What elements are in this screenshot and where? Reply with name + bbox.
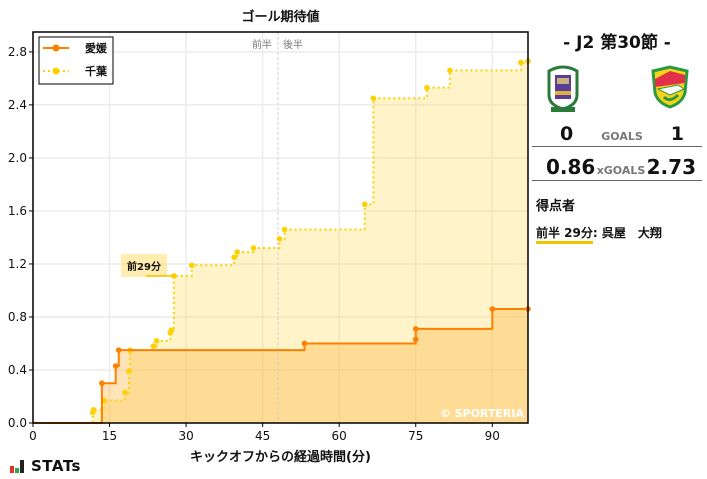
- x-tick-label: 60: [332, 429, 347, 443]
- y-tick-label: 2.4: [8, 98, 27, 112]
- data-point: [361, 201, 368, 208]
- legend-marker: [52, 67, 60, 75]
- match-summary-panel: - J2 第30節 - 0 GOALS 1 0.86 xGOALS 2.73 得…: [532, 26, 702, 244]
- annotation-box: [121, 254, 167, 277]
- x-tick-label: 30: [178, 429, 193, 443]
- chart-title: ゴール期待値: [241, 9, 319, 25]
- scorers-title: 得点者: [536, 199, 576, 214]
- scorer-item: 前半 29分: 呉屋 大翔: [536, 224, 702, 244]
- y-tick-label: 1.6: [8, 204, 27, 218]
- legend-label: 愛媛: [85, 41, 108, 55]
- scorer-time: 前半 29分: [536, 226, 593, 244]
- data-point: [276, 235, 283, 242]
- goals-row: 0 GOALS 1: [532, 123, 702, 147]
- data-point: [518, 59, 524, 66]
- series-line: [33, 61, 529, 424]
- legend-label: 千葉: [85, 64, 108, 78]
- data-point: [90, 406, 97, 413]
- y-tick-label: 1.2: [8, 257, 27, 271]
- data-point: [424, 84, 430, 91]
- series-fill: [33, 309, 528, 423]
- data-point: [168, 327, 175, 334]
- data-point: [412, 336, 419, 343]
- data-point: [150, 343, 157, 349]
- data-point: [231, 254, 237, 261]
- legend-marker: [52, 44, 60, 52]
- x-axis-label: キックオフからの経過時間(分): [190, 449, 371, 465]
- y-tick-label: 0.0: [8, 416, 27, 430]
- team-logos: [532, 65, 702, 113]
- chiba-crest-icon: [651, 65, 689, 109]
- data-point: [153, 338, 160, 344]
- legend-box: [38, 36, 114, 85]
- home-xg: 0.86: [546, 155, 596, 179]
- x-tick-label: 75: [408, 429, 423, 443]
- data-point: [281, 226, 288, 233]
- scorer-name: : 呉屋 大翔: [592, 226, 662, 240]
- bar-chart-icon: [10, 460, 24, 473]
- goals-label: GOALS: [601, 130, 643, 143]
- away-goals: 1: [670, 123, 684, 145]
- watermark: © SPORTERIA: [440, 407, 525, 420]
- away-xg: 2.73: [646, 155, 696, 179]
- data-point: [447, 67, 453, 74]
- xgoals-label: xGOALS: [596, 164, 646, 177]
- data-point: [234, 249, 240, 255]
- data-point: [188, 262, 195, 269]
- y-tick-label: 0.8: [8, 310, 27, 324]
- first-half-label: 前半: [252, 38, 272, 51]
- x-tick-label: 90: [485, 429, 500, 443]
- round-label: - J2 第30節 -: [563, 33, 671, 53]
- data-point: [489, 306, 496, 312]
- data-point: [99, 380, 105, 387]
- plot-frame: [32, 31, 529, 424]
- data-point: [122, 389, 128, 396]
- y-tick-label: 2.0: [8, 151, 27, 165]
- y-tick-label: 2.8: [8, 45, 27, 59]
- data-point: [370, 95, 377, 102]
- annotation-label: 前29分: [127, 260, 161, 273]
- data-point: [250, 245, 257, 251]
- home-goals: 0: [560, 123, 574, 145]
- second-half-label: 後半: [283, 38, 303, 51]
- stats-logo-text: STATs: [31, 457, 81, 475]
- data-point: [112, 363, 119, 369]
- xgoals-row: 0.86 xGOALS 2.73: [532, 155, 702, 181]
- data-point: [115, 347, 122, 353]
- data-point: [126, 368, 132, 375]
- x-tick-label: 15: [102, 429, 117, 443]
- y-tick-label: 0.4: [8, 363, 27, 377]
- stats-logo: STATs: [10, 457, 81, 475]
- ehime-crest-icon: [547, 65, 579, 112]
- x-tick-label: 45: [255, 429, 270, 443]
- data-point: [301, 340, 308, 347]
- series-fill: [33, 61, 528, 423]
- data-point: [412, 326, 419, 332]
- x-tick-label: 0: [29, 429, 37, 443]
- series-line: [33, 308, 528, 424]
